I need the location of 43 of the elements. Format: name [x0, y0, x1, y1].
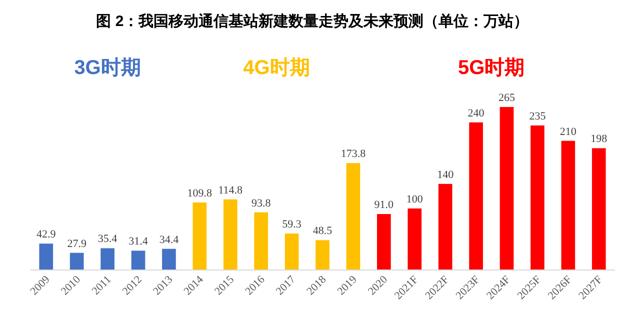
- data-label: 91.0: [374, 199, 394, 212]
- bar: [100, 248, 114, 270]
- bar: [316, 240, 330, 270]
- data-label: 109.8: [187, 187, 213, 200]
- bar: [284, 234, 299, 270]
- chart-title: 图 2：我国移动通信基站新建数量走势及未来预测（单位：万站）: [96, 12, 529, 30]
- bar: [131, 250, 146, 270]
- data-label: 173.8: [340, 148, 366, 160]
- data-label: 140: [437, 168, 454, 181]
- data-label: 59.3: [282, 218, 302, 231]
- data-label: 235: [529, 110, 546, 122]
- bar: [377, 214, 391, 270]
- bar: [561, 140, 576, 270]
- data-label: 34.4: [159, 234, 180, 246]
- data-label: 27.9: [67, 238, 87, 250]
- text: 5G时期: [458, 57, 525, 79]
- text: 4G时期: [243, 57, 310, 79]
- data-label: 198: [590, 133, 608, 146]
- bar: [592, 148, 606, 270]
- data-label: 48.5: [312, 225, 333, 238]
- bar: [223, 199, 238, 270]
- bar: [39, 244, 54, 270]
- data-label: 31.4: [128, 236, 148, 248]
- bar: [162, 248, 176, 270]
- data-label: 210: [560, 126, 577, 138]
- data-label: 240: [468, 107, 485, 120]
- data-label: 114.8: [218, 184, 244, 196]
- bar: [254, 212, 268, 270]
- bar: [438, 184, 452, 270]
- data-label: 100: [406, 193, 424, 206]
- bar: [500, 107, 514, 270]
- x-tick-label: 2011: [90, 274, 114, 298]
- bar: [530, 125, 544, 270]
- bar: [70, 252, 84, 270]
- text: 3G时期: [74, 57, 141, 79]
- data-label: 42.9: [36, 228, 56, 241]
- bar: [469, 122, 483, 270]
- data-label: 93.8: [251, 197, 272, 210]
- data-label: 265: [498, 92, 516, 104]
- bar: [192, 202, 207, 270]
- bar: [408, 208, 422, 270]
- bar: [346, 163, 360, 270]
- data-label: 35.4: [98, 233, 118, 246]
